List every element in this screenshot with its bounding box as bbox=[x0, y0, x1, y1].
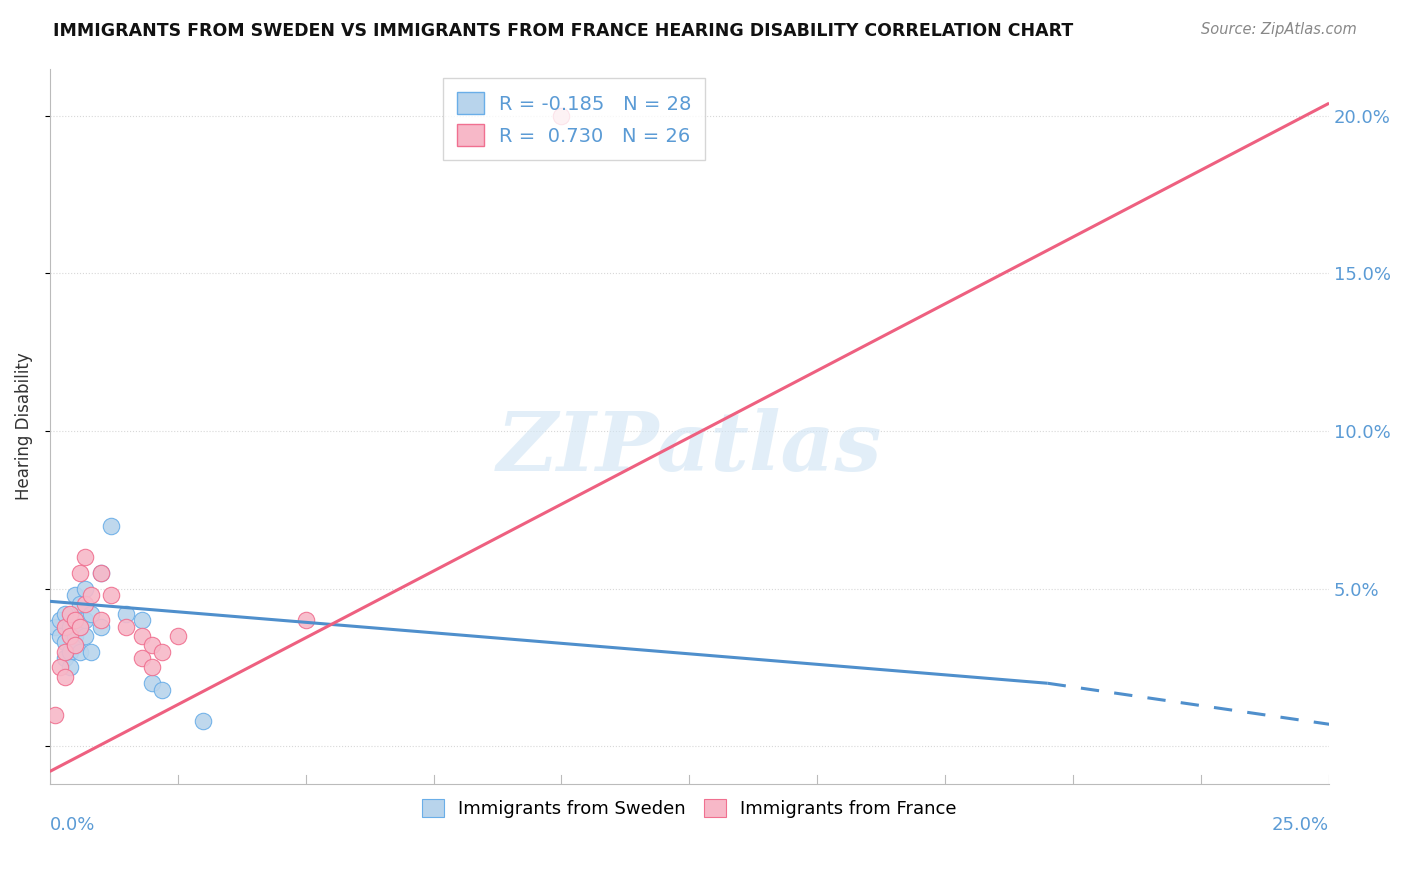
Point bbox=[75, 613, 97, 627]
Y-axis label: Hearing Disability: Hearing Disability bbox=[15, 352, 32, 500]
Point bbox=[115, 619, 138, 633]
Point bbox=[75, 582, 97, 596]
Point bbox=[59, 645, 82, 659]
Point bbox=[65, 639, 87, 653]
Point bbox=[59, 619, 82, 633]
Point bbox=[79, 645, 101, 659]
Point bbox=[150, 682, 173, 697]
Point bbox=[166, 629, 188, 643]
Point bbox=[53, 635, 76, 649]
Text: IMMIGRANTS FROM SWEDEN VS IMMIGRANTS FROM FRANCE HEARING DISABILITY CORRELATION : IMMIGRANTS FROM SWEDEN VS IMMIGRANTS FRO… bbox=[53, 22, 1074, 40]
Text: 0.0%: 0.0% bbox=[49, 815, 96, 834]
Point bbox=[53, 670, 76, 684]
Point bbox=[44, 707, 66, 722]
Point bbox=[79, 607, 101, 621]
Point bbox=[44, 619, 66, 633]
Point bbox=[90, 613, 112, 627]
Point bbox=[193, 714, 215, 728]
Point bbox=[150, 645, 173, 659]
Text: ZIPatlas: ZIPatlas bbox=[496, 408, 882, 488]
Point bbox=[69, 566, 91, 580]
Point bbox=[100, 588, 122, 602]
Text: Source: ZipAtlas.com: Source: ZipAtlas.com bbox=[1201, 22, 1357, 37]
Point bbox=[90, 566, 112, 580]
Point bbox=[65, 639, 87, 653]
Point bbox=[131, 629, 153, 643]
Legend: Immigrants from Sweden, Immigrants from France: Immigrants from Sweden, Immigrants from … bbox=[415, 791, 965, 825]
Point bbox=[79, 588, 101, 602]
Point bbox=[69, 645, 91, 659]
Point bbox=[131, 613, 153, 627]
Point bbox=[90, 619, 112, 633]
Point bbox=[69, 619, 91, 633]
Point bbox=[53, 651, 76, 665]
Point bbox=[131, 651, 153, 665]
Point bbox=[53, 619, 76, 633]
Point bbox=[49, 660, 72, 674]
Point bbox=[59, 660, 82, 674]
Point bbox=[59, 629, 82, 643]
Point bbox=[100, 518, 122, 533]
Point bbox=[294, 613, 316, 627]
Point bbox=[65, 629, 87, 643]
Point bbox=[53, 645, 76, 659]
Point bbox=[115, 607, 138, 621]
Point bbox=[141, 639, 163, 653]
Point bbox=[550, 109, 572, 123]
Point bbox=[75, 598, 97, 612]
Point bbox=[49, 629, 72, 643]
Point bbox=[49, 613, 72, 627]
Point bbox=[90, 566, 112, 580]
Text: 25.0%: 25.0% bbox=[1272, 815, 1329, 834]
Point bbox=[141, 660, 163, 674]
Point bbox=[69, 598, 91, 612]
Point bbox=[65, 588, 87, 602]
Point bbox=[59, 607, 82, 621]
Point bbox=[53, 607, 76, 621]
Point bbox=[75, 629, 97, 643]
Point bbox=[69, 619, 91, 633]
Point bbox=[141, 676, 163, 690]
Point bbox=[75, 550, 97, 565]
Point bbox=[65, 613, 87, 627]
